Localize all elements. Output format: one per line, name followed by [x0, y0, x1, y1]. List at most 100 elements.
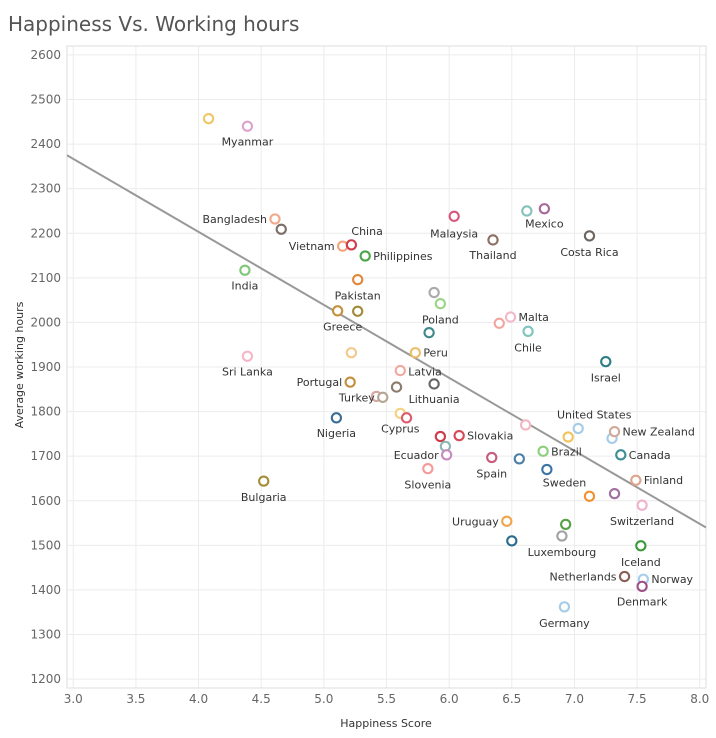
data-point[interactable] — [636, 499, 648, 511]
data-point[interactable] — [504, 311, 517, 323]
point-label: Latvia — [408, 366, 442, 379]
data-point[interactable] — [202, 113, 215, 125]
x-axis-label: Happiness Score — [340, 717, 432, 730]
data-point[interactable] — [453, 430, 465, 442]
point-label: Spain — [476, 468, 507, 481]
data-point[interactable] — [537, 445, 549, 457]
x-tick-label: 4.5 — [252, 692, 271, 706]
point-label: China — [351, 225, 382, 238]
data-point[interactable] — [409, 347, 421, 359]
data-point[interactable] — [336, 240, 349, 252]
data-point[interactable] — [583, 490, 596, 502]
y-tick-label: 1700 — [30, 449, 61, 463]
data-point[interactable] — [630, 474, 642, 486]
data-point[interactable] — [635, 540, 647, 552]
y-tick-label: 2100 — [30, 271, 61, 285]
data-point[interactable] — [448, 210, 460, 222]
trend-line — [66, 154, 707, 529]
data-point[interactable] — [572, 422, 584, 435]
data-point[interactable] — [428, 378, 440, 390]
point-label: India — [231, 279, 258, 292]
y-tick-label: 2600 — [30, 48, 61, 62]
point-label: Myanmar — [222, 135, 274, 148]
data-point[interactable] — [522, 325, 534, 337]
data-point[interactable] — [377, 391, 389, 403]
data-point[interactable] — [608, 425, 621, 438]
data-point[interactable] — [400, 412, 413, 424]
point-label: Finland — [644, 474, 683, 487]
data-point[interactable] — [560, 518, 572, 531]
data-point[interactable] — [345, 347, 358, 359]
x-tick-label: 4.0 — [189, 692, 208, 706]
data-point[interactable] — [538, 203, 551, 215]
y-tick-label: 1400 — [30, 583, 61, 597]
data-point[interactable] — [513, 453, 525, 465]
chart-title: Happiness Vs. Working hours — [8, 12, 300, 36]
point-label: Brazil — [551, 445, 582, 458]
data-point[interactable] — [486, 451, 498, 464]
data-point[interactable] — [352, 273, 364, 286]
data-point[interactable] — [269, 213, 281, 225]
point-label: Malaysia — [430, 227, 478, 240]
data-point[interactable] — [556, 530, 568, 542]
point-label: Thailand — [468, 249, 516, 262]
y-tick-label: 1500 — [30, 538, 61, 552]
data-point[interactable] — [345, 239, 358, 251]
point-label: Canada — [629, 449, 671, 462]
data-point[interactable] — [562, 431, 574, 443]
point-label: Uruguay — [452, 515, 499, 528]
y-axis-label: Average working hours — [13, 301, 26, 428]
data-point[interactable] — [352, 305, 364, 317]
data-point[interactable] — [558, 601, 571, 613]
data-point[interactable] — [608, 487, 621, 500]
data-point[interactable] — [390, 381, 403, 393]
data-point[interactable] — [423, 327, 435, 339]
data-point[interactable] — [506, 535, 518, 547]
data-point[interactable] — [521, 205, 533, 217]
data-point[interactable] — [583, 230, 596, 242]
data-point[interactable] — [600, 355, 612, 368]
point-label: New Zealand — [623, 426, 695, 439]
data-point[interactable] — [618, 570, 631, 583]
data-point[interactable] — [359, 250, 371, 262]
data-point[interactable] — [501, 515, 513, 527]
data-point[interactable] — [434, 298, 447, 310]
x-tick-label: 5.5 — [377, 692, 396, 706]
data-point[interactable] — [258, 475, 270, 487]
point-label: Peru — [423, 347, 448, 360]
point-label: Slovenia — [404, 479, 451, 492]
point-label: Poland — [422, 314, 459, 327]
point-label: Netherlands — [549, 571, 616, 584]
data-point[interactable] — [241, 120, 254, 132]
data-point[interactable] — [440, 449, 453, 461]
data-point[interactable] — [519, 419, 532, 431]
data-point[interactable] — [493, 317, 505, 329]
point-label: Sri Lanka — [222, 365, 273, 378]
point-label: Germany — [539, 617, 590, 630]
data-point[interactable] — [239, 264, 251, 276]
point-label: Mexico — [525, 218, 564, 231]
grid-layer — [66, 45, 707, 689]
y-tick-label: 1200 — [30, 672, 61, 686]
data-point[interactable] — [541, 463, 553, 476]
data-point[interactable] — [636, 580, 648, 592]
x-tick-label: 6.5 — [502, 692, 521, 706]
data-point[interactable] — [434, 430, 447, 443]
data-point[interactable] — [428, 286, 440, 299]
y-tick-label: 1900 — [30, 360, 61, 374]
point-label: Turkey — [338, 391, 375, 404]
y-tick-label: 2500 — [30, 93, 61, 107]
data-point[interactable] — [615, 449, 627, 461]
data-point[interactable] — [422, 462, 434, 475]
data-point[interactable] — [331, 305, 344, 317]
data-point[interactable] — [344, 376, 356, 388]
y-tick-label: 2400 — [30, 137, 61, 151]
data-point[interactable] — [330, 412, 343, 424]
x-tick-label: 5.0 — [314, 692, 333, 706]
data-point[interactable] — [241, 350, 254, 362]
data-point[interactable] — [487, 234, 499, 246]
y-tick-label: 2000 — [30, 315, 61, 329]
data-point[interactable] — [394, 364, 406, 377]
plot-border — [66, 45, 707, 689]
data-point[interactable] — [275, 223, 287, 235]
